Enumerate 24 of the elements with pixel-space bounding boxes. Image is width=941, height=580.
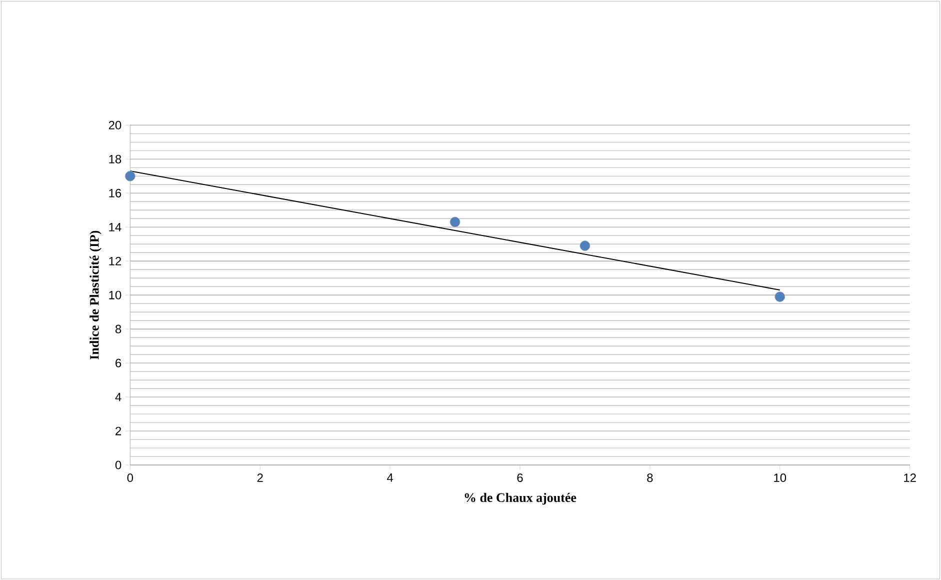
x-axis-title: % de Chaux ajoutée bbox=[464, 492, 576, 505]
y-tick-label: 16 bbox=[109, 188, 122, 198]
y-tick-label: 8 bbox=[115, 324, 122, 334]
y-axis-title: Indice de Plasticité (IP) bbox=[90, 230, 102, 360]
point bbox=[774, 291, 786, 302]
point bbox=[124, 170, 136, 182]
y-tick-label: 0 bbox=[115, 460, 122, 470]
x-tick-label: 2 bbox=[257, 473, 263, 482]
x-tick-label: 4 bbox=[386, 473, 394, 482]
x-tick-label: 0 bbox=[127, 473, 134, 482]
x-tick-label: 6 bbox=[517, 473, 523, 482]
point bbox=[450, 216, 460, 228]
x-tick-label: 10 bbox=[774, 473, 786, 482]
x-tick-label: 12 bbox=[904, 473, 916, 482]
y-tick-label: 14 bbox=[109, 222, 122, 232]
y-tick-label: 18 bbox=[109, 154, 122, 164]
y-tick-label: 12 bbox=[109, 256, 122, 266]
x-tick-label: 8 bbox=[647, 473, 653, 482]
y-tick-label: 20 bbox=[108, 120, 122, 130]
y-tick-label: 10 bbox=[109, 290, 122, 300]
y-tick-label: 4 bbox=[115, 392, 122, 402]
y-tick-label: 6 bbox=[116, 358, 122, 368]
point bbox=[580, 240, 590, 251]
y-tick-label: 2 bbox=[116, 426, 122, 436]
